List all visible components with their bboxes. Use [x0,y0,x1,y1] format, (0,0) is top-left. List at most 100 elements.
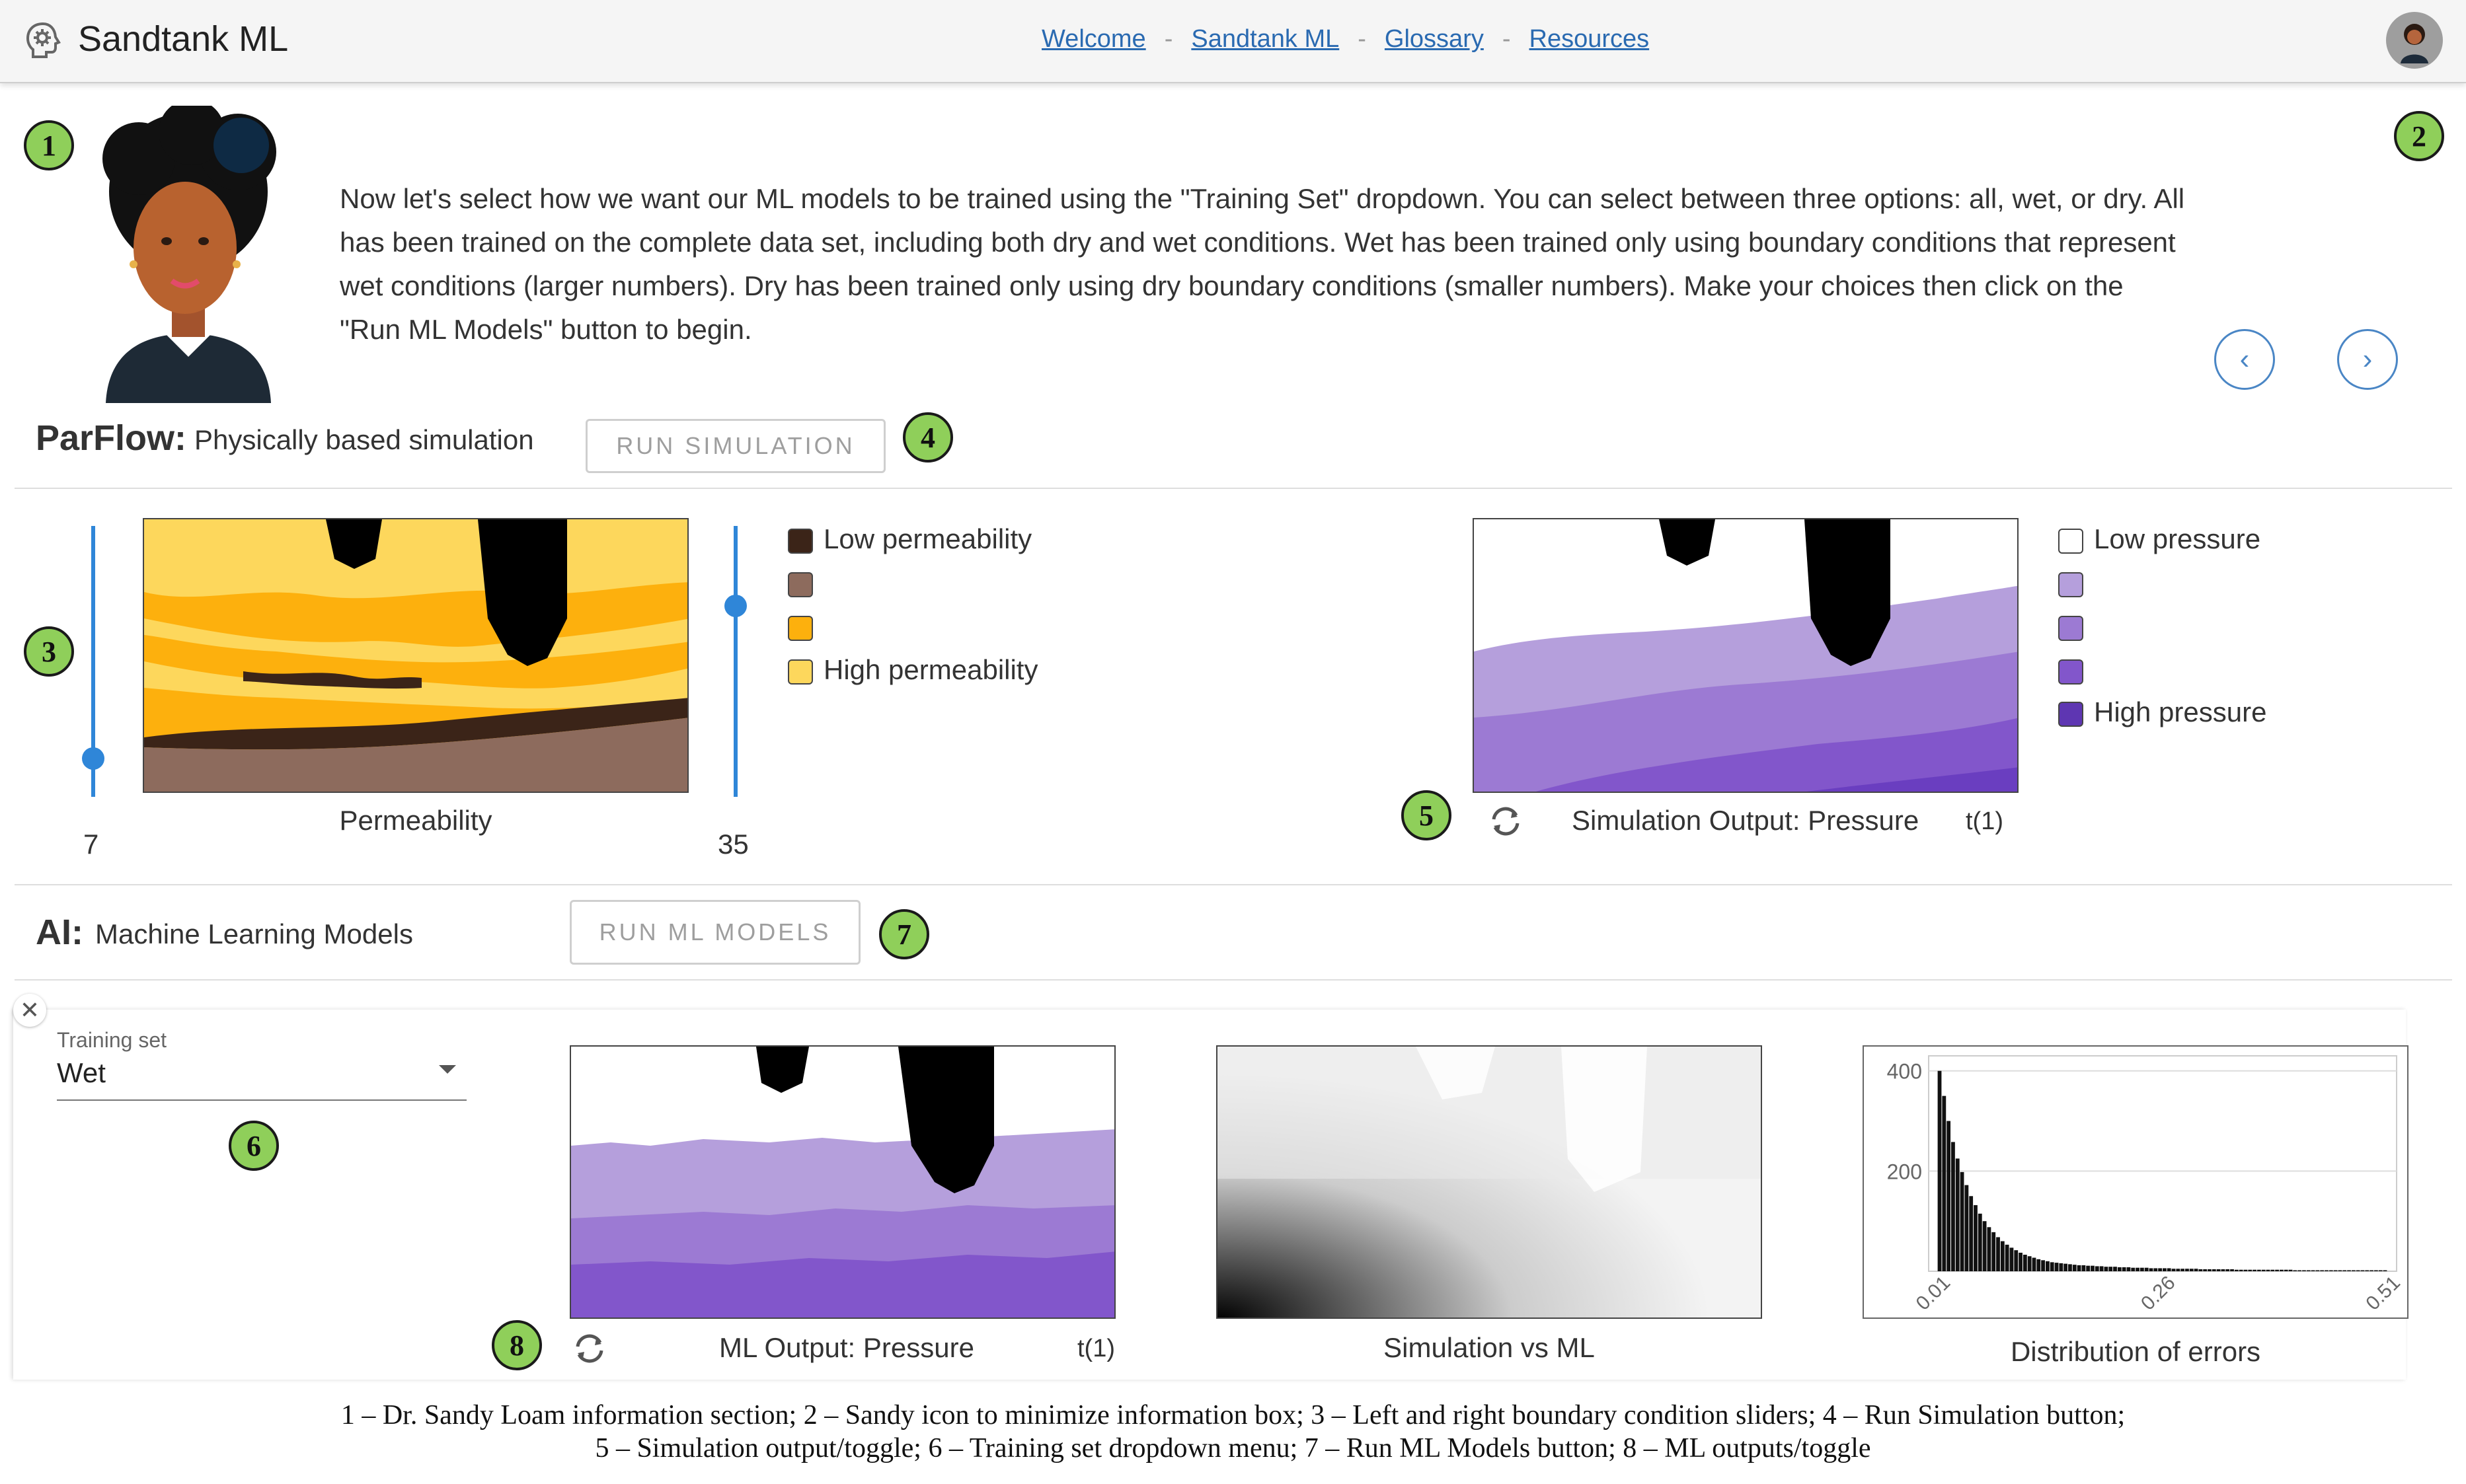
legend-swatch-high-permeability [788,659,813,685]
histogram-bar [2347,1270,2351,1271]
y-tick-label: 200 [1887,1160,1922,1183]
figure-footnote-line-1: 1 – Dr. Sandy Loam information section; … [340,1400,2126,1430]
histogram-bar [2261,1269,2266,1271]
legend-swatch-pressure-4 [2058,659,2083,685]
app-logo-icon[interactable] [22,20,63,61]
legend-swatch-pressure-2 [2058,572,2083,597]
marker-1: 1 [24,120,74,170]
histogram-bar [2167,1268,2171,1271]
histogram-bar [2248,1269,2253,1271]
legend-swatch-low-pressure [2058,529,2083,554]
sandy-info-text: Now let's select how we want our ML mode… [340,183,2185,345]
simulation-vs-ml-caption: Simulation vs ML [1383,1332,1595,1363]
training-set-value: Wet [57,1057,106,1088]
right-boundary-slider-thumb[interactable] [724,595,747,617]
ai-title: AI: [36,912,83,952]
nav-link-sandtank-ml[interactable]: Sandtank ML [1191,25,1340,53]
histogram-bar [2256,1269,2261,1271]
histogram-bar [2014,1250,2019,1271]
histogram-bar [2378,1270,2383,1271]
histogram-bar [2027,1256,2032,1271]
section-divider [15,979,2452,981]
legend-swatch-low-permeability [788,529,813,554]
x-tick-label: 0.01 [1912,1272,1955,1315]
top-nav: Welcome - Sandtank ML - Glossary - Resou… [1042,25,1649,54]
left-boundary-slider-track[interactable] [91,526,95,797]
histogram-bar [1946,1121,1951,1271]
histogram-bar [2068,1264,2072,1271]
run-simulation-button[interactable]: RUN SIMULATION [586,419,886,473]
histogram-bar [2351,1270,2356,1271]
errors-caption: Distribution of errors [2010,1336,2261,1367]
histogram-bar [1996,1237,2000,1271]
simulation-pressure-map [1473,518,2019,793]
histogram-bar [2293,1270,2297,1271]
errors-histogram: 200 400 0.01 0.26 0.51 [1887,1055,2405,1315]
marker-4: 4 [903,412,953,463]
ml-output-time: t(1) [1077,1335,1115,1362]
simulation-output-time: t(1) [1966,807,2003,835]
histogram-bar [2216,1269,2221,1271]
ml-toggle-icon[interactable] [570,1332,609,1365]
histogram-bar [2365,1270,2370,1271]
histogram-bar [2280,1269,2284,1271]
histogram-bar [2212,1269,2216,1271]
histogram-bar [2288,1269,2293,1271]
histogram-bar [2081,1265,2086,1271]
right-boundary-slider-track[interactable] [734,526,738,797]
histogram-bar [2185,1269,2189,1271]
histogram-bar [1942,1095,1946,1271]
histogram-bar [2383,1270,2387,1271]
next-button[interactable]: › [2337,329,2398,390]
histogram-bar [2108,1267,2113,1271]
legend-label-high-pressure: High pressure [2094,696,2267,727]
histogram-bar [2234,1269,2239,1271]
left-boundary-slider-thumb[interactable] [82,747,104,770]
simulation-toggle-icon[interactable] [1486,805,1525,838]
histogram-bar [1937,1070,1942,1271]
section-divider [15,488,2452,489]
histogram-bar [1991,1232,1996,1271]
nav-link-glossary[interactable]: Glossary [1384,25,1484,53]
histogram-bar [2005,1244,2009,1271]
nav-separator: - [1502,25,1511,53]
histogram-bar [2194,1269,2198,1271]
parflow-subtitle: Physically based simulation [194,424,534,455]
histogram-bar [2019,1252,2023,1271]
y-tick-label: 400 [1887,1060,1922,1084]
histogram-bar [1987,1227,1991,1271]
histogram-bar [2086,1265,2091,1271]
histogram-bar [2171,1269,2176,1271]
legend-label-low-pressure: Low pressure [2094,523,2261,554]
histogram-bar [2131,1267,2136,1271]
legend-swatch-permeability-2 [788,572,813,597]
top-app-bar [0,0,2466,83]
nav-link-welcome[interactable]: Welcome [1042,25,1146,53]
histogram-bar [2302,1270,2306,1271]
histogram-bar [2360,1270,2365,1271]
prev-button[interactable]: ‹ [2214,329,2275,390]
histogram-bar [2270,1269,2275,1271]
x-tick-label: 0.51 [2362,1272,2405,1315]
histogram-bar [2311,1270,2315,1271]
training-set-dropdown[interactable]: Wet [57,1057,467,1101]
nav-link-resources[interactable]: Resources [1529,25,1650,53]
legend-label-low-permeability: Low permeability [824,523,1032,554]
histogram-bar [1964,1185,1969,1271]
errors-chart-frame: 200 400 0.01 0.26 0.51 [1863,1045,2408,1319]
legend-swatch-pressure-3 [2058,616,2083,641]
histogram-bar [2117,1267,2122,1271]
sandy-loam-avatar[interactable] [93,99,284,403]
close-icon[interactable]: ✕ [13,994,46,1027]
histogram-bar [2315,1270,2320,1271]
histogram-bar [2091,1265,2095,1271]
marker-8: 8 [492,1320,542,1370]
app-title: Sandtank ML [78,19,289,59]
user-avatar-icon[interactable] [2386,12,2443,69]
histogram-bar [2032,1257,2036,1271]
run-ml-models-button[interactable]: RUN ML MODELS [570,900,861,965]
left-slider-value: 7 [83,829,99,860]
section-divider [15,884,2452,885]
histogram-bar [2297,1270,2302,1271]
histogram-bar [2203,1269,2208,1271]
